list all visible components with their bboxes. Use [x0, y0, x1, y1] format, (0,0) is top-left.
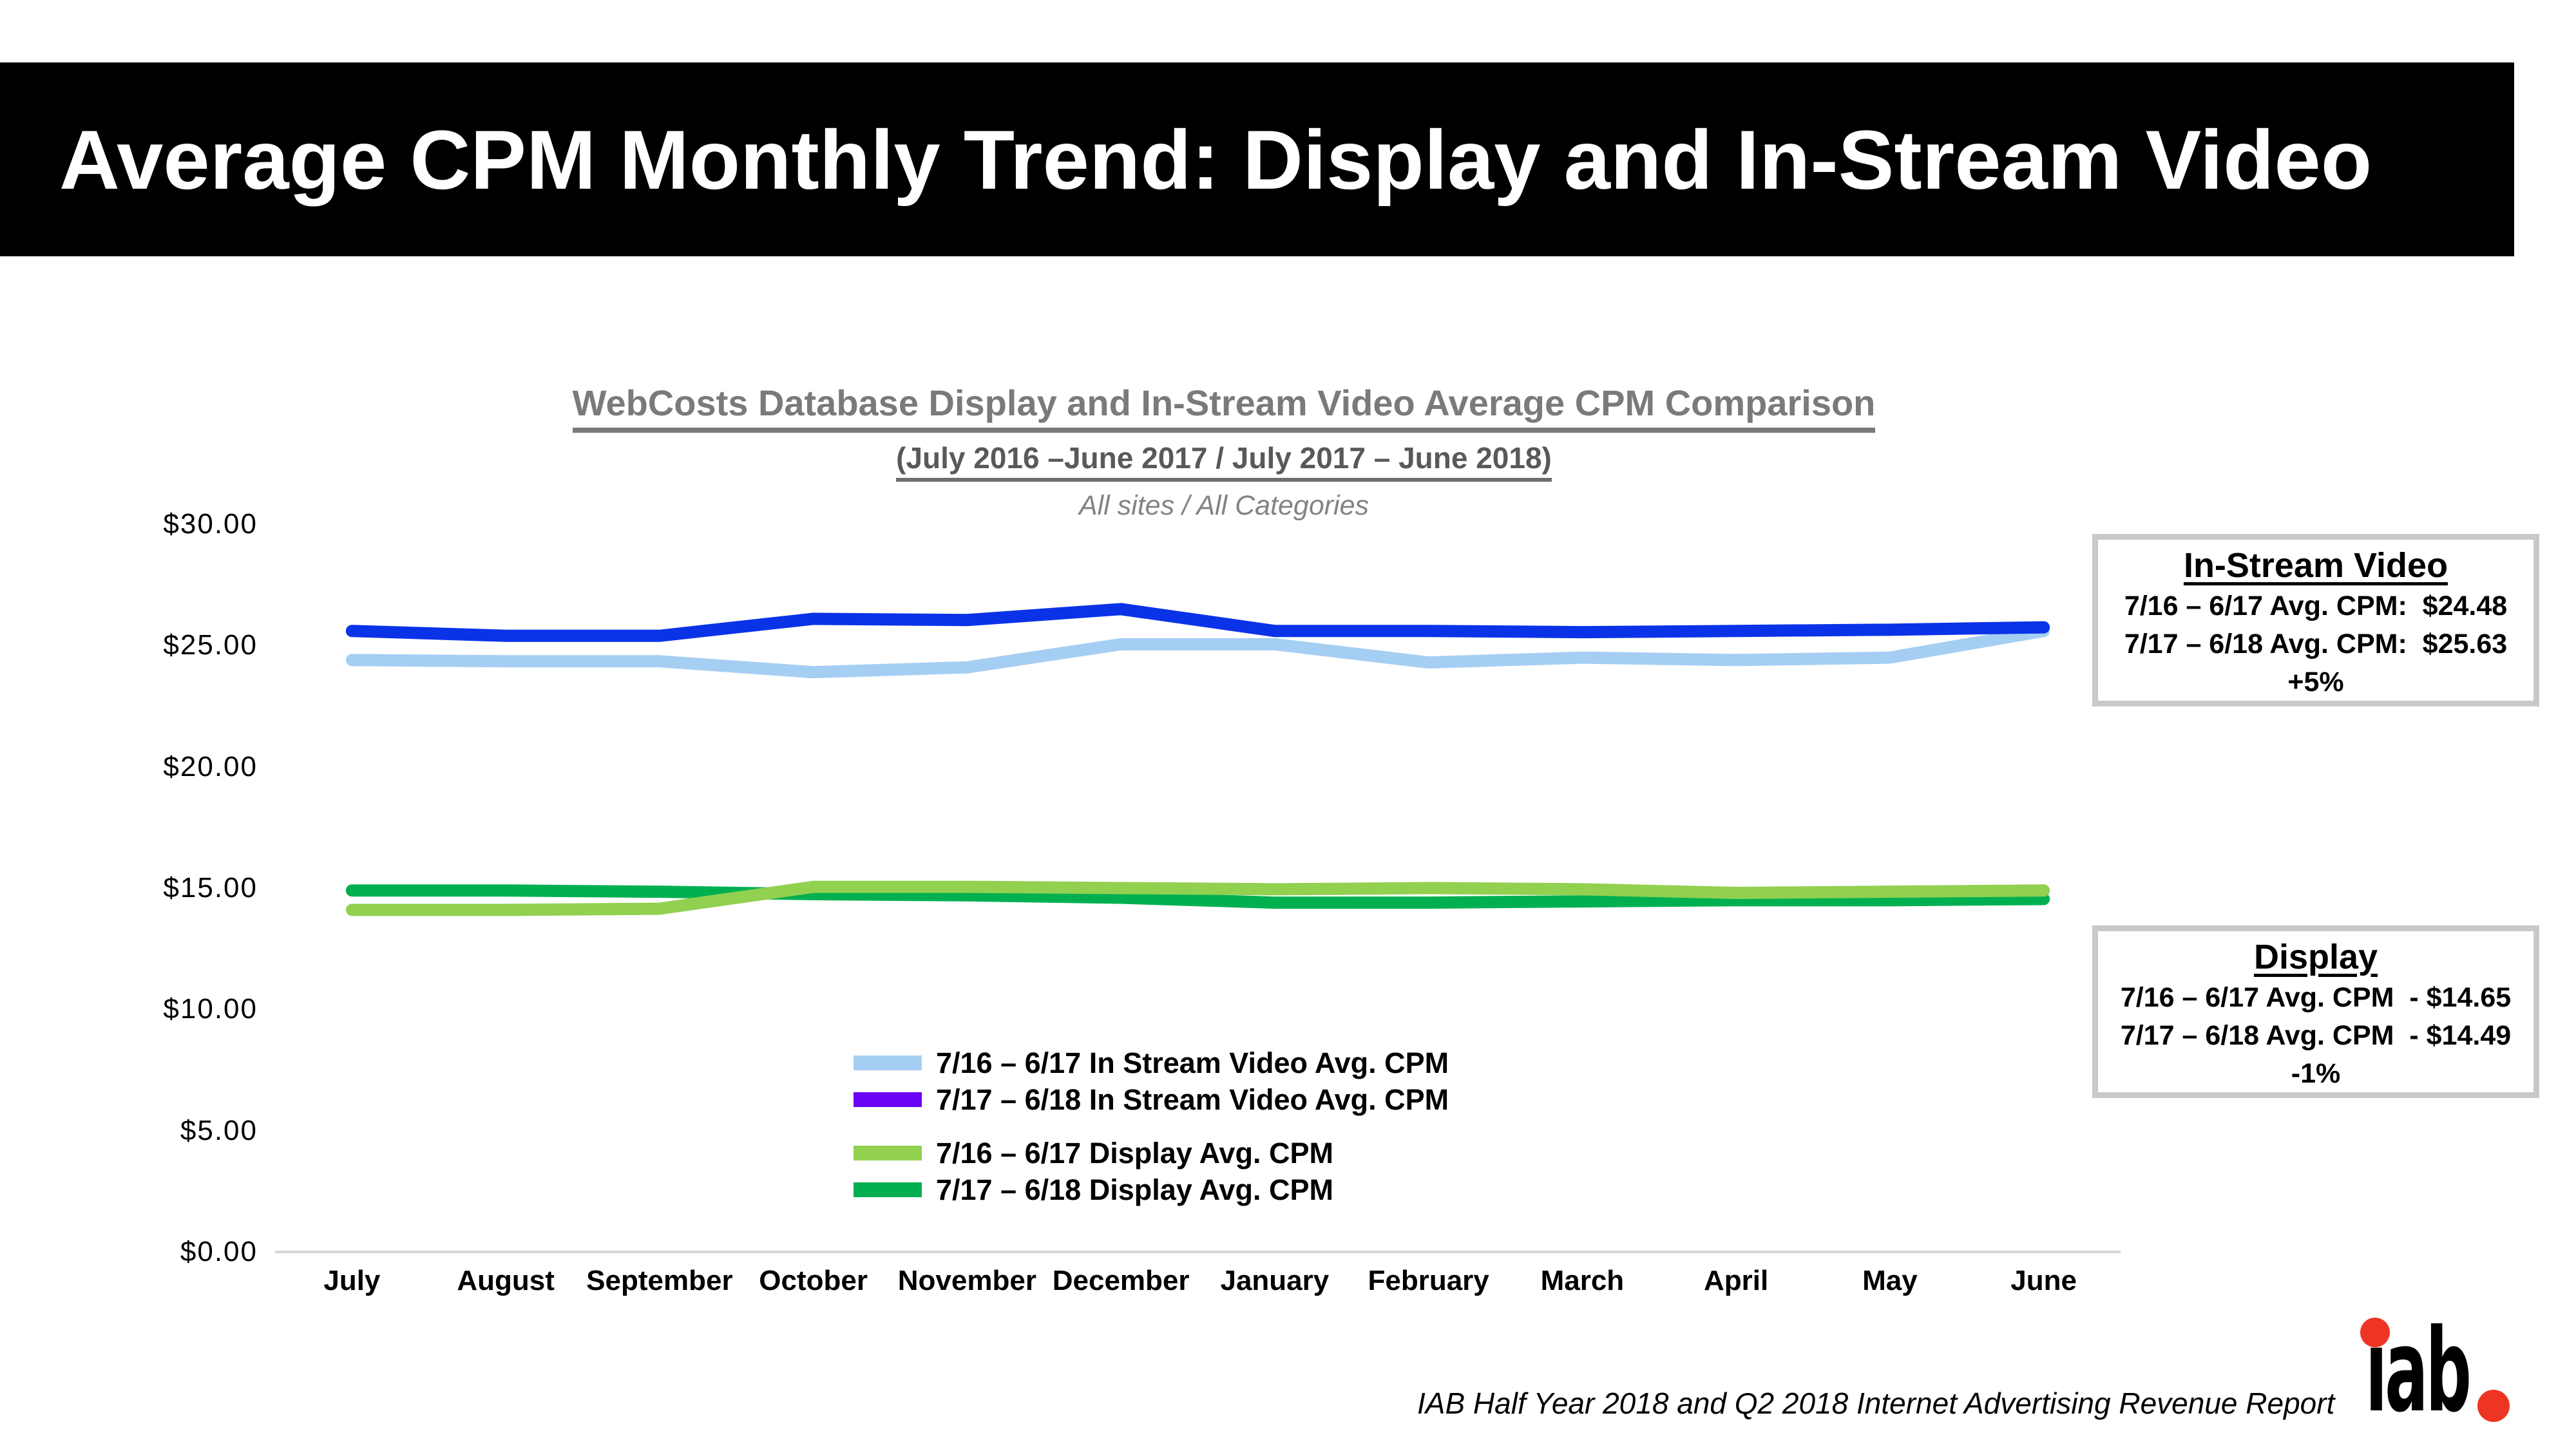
x-tick-label: March	[1540, 1265, 1625, 1296]
callout-stat-line: 7/17 – 6/18 Avg. CPM: $25.63	[2124, 629, 2508, 659]
chart-title: WebCosts Database Display and In-Stream …	[572, 385, 1876, 433]
x-tick-label: January	[1220, 1265, 1330, 1296]
y-tick-label: $25.00	[163, 629, 258, 661]
series-line	[345, 880, 2050, 916]
y-tick-label: $0.00	[180, 1236, 258, 1267]
y-tick-label: $15.00	[163, 871, 258, 904]
legend-swatch-icon	[854, 1092, 922, 1107]
callout-change-line: +5%	[2287, 667, 2344, 697]
slide-title-bar: Average CPM Monthly Trend: Display and I…	[0, 62, 2514, 256]
legend-swatch-icon	[854, 1182, 922, 1197]
legend-item: 7/17 – 6/18 Display Avg. CPM	[854, 1171, 1449, 1208]
legend-label: 7/16 – 6/17 In Stream Video Avg. CPM	[936, 1046, 1449, 1079]
x-tick-label: October	[759, 1265, 868, 1296]
legend-item: 7/16 – 6/17 In Stream Video Avg. CPM	[854, 1045, 1449, 1081]
chart-scope-note: All sites / All Categories	[1078, 490, 1369, 521]
callout-change-line: -1%	[2291, 1058, 2341, 1089]
legend-swatch-icon	[854, 1146, 922, 1160]
y-tick-label: $5.00	[180, 1114, 258, 1146]
y-tick-label: $30.00	[163, 507, 258, 540]
x-tick-label: February	[1368, 1265, 1489, 1296]
chart-subtitle: (July 2016 –June 2017 / July 2017 – June…	[896, 443, 1552, 482]
chart-title-block: WebCosts Database Display and In-Stream …	[258, 385, 2190, 520]
x-tick-label: September	[586, 1265, 733, 1296]
x-tick-label: May	[1862, 1265, 1918, 1296]
iab-logo: iab	[2351, 1301, 2557, 1449]
instream-video-callout: In-Stream Video 7/16 – 6/17 Avg. CPM: $2…	[2092, 534, 2539, 706]
x-tick-label: April	[1704, 1265, 1769, 1296]
page-title: Average CPM Monthly Trend: Display and I…	[59, 112, 2372, 207]
callout-stat-line: 7/16 – 6/17 Avg. CPM - $14.65	[2120, 982, 2512, 1013]
x-tick-label: July	[323, 1265, 381, 1296]
iab-logo-red-period-icon	[2477, 1390, 2510, 1422]
chart-legend: 7/16 – 6/17 In Stream Video Avg. CPM 7/17…	[854, 1045, 1449, 1208]
callout-stat-line: 7/17 – 6/18 Avg. CPM - $14.49	[2120, 1020, 2512, 1051]
legend-item: 7/16 – 6/17 Display Avg. CPM	[854, 1135, 1449, 1171]
x-tick-label: December	[1052, 1265, 1190, 1296]
series-line	[345, 625, 2050, 679]
callout-title: Display	[2253, 938, 2378, 976]
x-tick-label: August	[457, 1265, 555, 1296]
display-callout: Display 7/16 – 6/17 Avg. CPM - $14.65 7/…	[2092, 925, 2539, 1098]
legend-label: 7/17 – 6/18 Display Avg. CPM	[936, 1173, 1333, 1206]
y-tick-label: $20.00	[163, 750, 258, 782]
series-line	[345, 884, 2050, 909]
legend-item: 7/17 – 6/18 In Stream Video Avg. CPM	[854, 1081, 1449, 1118]
legend-label: 7/16 – 6/17 Display Avg. CPM	[936, 1136, 1333, 1170]
legend-swatch-icon	[854, 1056, 922, 1070]
x-tick-label: November	[897, 1265, 1036, 1296]
x-tick-label: June	[2010, 1265, 2077, 1296]
iab-logo-red-dot-icon	[2360, 1318, 2390, 1347]
source-note: IAB Half Year 2018 and Q2 2018 Internet …	[1417, 1387, 2335, 1420]
series-line	[345, 603, 2050, 642]
legend-label: 7/17 – 6/18 In Stream Video Avg. CPM	[936, 1083, 1449, 1116]
callout-stat-line: 7/16 – 6/17 Avg. CPM: $24.48	[2124, 591, 2508, 621]
y-tick-label: $10.00	[163, 993, 258, 1025]
callout-title: In-Stream Video	[2183, 546, 2448, 585]
